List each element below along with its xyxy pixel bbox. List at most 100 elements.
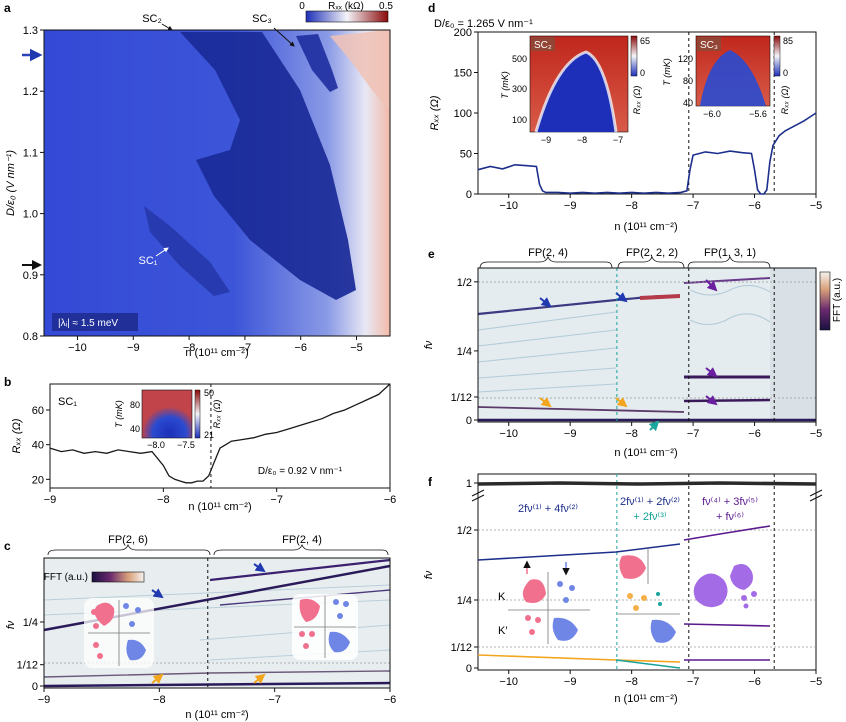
x-tick-label: −5 bbox=[810, 200, 823, 212]
panel-c-band-upper bbox=[209, 558, 391, 582]
inset-sc3-xtick-2: −5.6 bbox=[749, 109, 767, 119]
panel-b-xlabel: n (10¹¹ cm⁻²) bbox=[188, 501, 251, 513]
arrow-c-orange-2 bbox=[253, 673, 266, 684]
panel-a-frame bbox=[43, 29, 391, 337]
panel-e-x-axis: −10 −9 −8 −7 −6 −5 bbox=[499, 422, 822, 440]
x-tick-label: −9 bbox=[38, 694, 51, 706]
annotation-sc2: SC₂ bbox=[142, 13, 162, 25]
panel-e-ylabel: fν bbox=[423, 340, 435, 349]
label-f-k: K bbox=[498, 591, 506, 603]
fermi-icon-f-2 bbox=[618, 548, 680, 643]
inset-sc3-xtick-1: −6.0 bbox=[703, 109, 721, 119]
x-tick-label: −7 bbox=[239, 342, 252, 354]
arrow-e-purple-3 bbox=[705, 395, 718, 406]
panel-c-xlabel: n (10¹¹ cm⁻²) bbox=[185, 709, 248, 721]
arrow-e-orange-2 bbox=[615, 397, 628, 408]
inset-b-ytick-40: 40 bbox=[130, 424, 140, 434]
panel-f-xlabel: n (10¹¹ cm⁻²) bbox=[614, 693, 677, 705]
fermi-icon-c-right bbox=[292, 594, 358, 660]
inset-sc3-cbar-min: 0 bbox=[783, 68, 788, 78]
panel-d-condition: D/ε₀ = 1.265 V nm⁻¹ bbox=[434, 18, 533, 30]
panel-b-x-axis: −9 −8 −7 −6 bbox=[44, 488, 396, 506]
region-e-3: FP(1, 3, 1) bbox=[704, 247, 756, 259]
y-tick-label: 1.3 bbox=[23, 25, 38, 37]
y-tick-label: 1/12 bbox=[451, 642, 472, 654]
label-f-kp: K′ bbox=[498, 625, 507, 637]
y-tick-label: 60 bbox=[32, 405, 44, 417]
x-tick-label: −10 bbox=[499, 428, 518, 440]
trace-f-purple-mid bbox=[683, 623, 771, 627]
inset-sc2-ylabel: T (mK) bbox=[500, 71, 510, 99]
panel-f-frame bbox=[477, 473, 817, 671]
x-tick-label: −7 bbox=[687, 200, 700, 212]
region-e-2: FP(2, 2, 2) bbox=[626, 247, 678, 259]
panel-e-band-4 bbox=[683, 398, 771, 403]
panel-d-x-axis: −10 −9 −8 −7 −6 −5 bbox=[499, 194, 822, 212]
panel-e-colorbar bbox=[819, 271, 831, 331]
y-tick-label: 1/12 bbox=[17, 660, 38, 672]
panel-c: c FP(2, 6) FP(2, 4) FFT (a.u.) bbox=[4, 534, 396, 721]
inset-sc3-colorbar bbox=[773, 35, 781, 77]
panel-b-inset-map bbox=[141, 389, 193, 439]
x-tick-label: −8 bbox=[625, 676, 638, 688]
y-tick-label: 1/2 bbox=[457, 525, 472, 537]
y-tick-label: 150 bbox=[454, 68, 472, 80]
inset-sc3-ytick-40: 40 bbox=[683, 98, 693, 108]
colorbar-a-min: 0 bbox=[299, 1, 305, 12]
lambda-box bbox=[52, 313, 138, 331]
panel-c-label: c bbox=[4, 539, 11, 553]
panel-c-band-low bbox=[43, 670, 391, 678]
x-tick-label: −6 bbox=[748, 428, 761, 440]
region-sc3 bbox=[296, 34, 338, 92]
panel-e-hot-segment bbox=[639, 294, 681, 300]
panel-a-label: a bbox=[4, 1, 11, 15]
panel-f-label: f bbox=[428, 475, 433, 489]
x-tick-label: −8 bbox=[153, 694, 166, 706]
inset-sc2-tagbox bbox=[531, 37, 555, 51]
y-tick-label: 0 bbox=[466, 415, 472, 427]
y-tick-label: 0 bbox=[466, 663, 472, 675]
inset-sc2-cbar-label: Rₓₓ (Ω) bbox=[632, 86, 642, 115]
fermi-icon-f-3 bbox=[693, 564, 757, 609]
label-f-r3b: + fν⁽⁶⁾ bbox=[716, 511, 744, 523]
x-tick-label: −6 bbox=[748, 676, 761, 688]
sc2-pointer bbox=[161, 23, 173, 31]
x-tick-label: −7 bbox=[687, 676, 700, 688]
x-tick-label: −5 bbox=[810, 676, 823, 688]
panel-c-frame bbox=[43, 557, 391, 689]
panel-f: f 2fν⁽¹⁾ + 4fν⁽²⁾ 2fν⁽¹⁾ + 2fν⁽²⁾ + 2fν⁽… bbox=[423, 473, 823, 705]
inset-sc2-colorbar bbox=[630, 35, 638, 77]
panel-f-ylabel: fν bbox=[423, 570, 435, 579]
x-tick-label: −6 bbox=[384, 694, 397, 706]
y-tick-label: 1 bbox=[466, 478, 472, 490]
panel-d-label: d bbox=[428, 1, 435, 15]
arrow-e-purple-1 bbox=[705, 279, 718, 292]
y-tick-label: 200 bbox=[454, 27, 472, 39]
panel-e-label: e bbox=[428, 247, 435, 261]
brace-e-1 bbox=[479, 255, 613, 269]
arrow-e-teal bbox=[648, 420, 660, 432]
region-e-1: FP(2, 4) bbox=[528, 247, 568, 259]
y-tick-label: 1/4 bbox=[23, 617, 38, 629]
arrow-e-orange-1 bbox=[539, 397, 552, 408]
panel-b-y-axis: 20 40 60 bbox=[32, 405, 50, 486]
inset-b-cbar-min: 21 bbox=[204, 430, 214, 440]
x-tick-label: −6 bbox=[748, 200, 761, 212]
arrow-e-blue-2 bbox=[615, 292, 628, 303]
panel-e-texture bbox=[477, 284, 771, 393]
trace-f-total bbox=[477, 481, 817, 486]
panel-a: a 0.8 0.9 1.0 1.1 1.2 1.3 −10 −9 −8 −7 −6 −5 D/ε₀ … bbox=[4, 1, 393, 359]
fermi-icon-f-1: K K′ bbox=[498, 560, 590, 644]
panel-f-axis-break bbox=[471, 489, 823, 502]
y-tick-label: 50 bbox=[460, 149, 472, 161]
inset-sc2-ytick-100: 100 bbox=[512, 115, 527, 125]
y-tick-label: 1/12 bbox=[451, 392, 472, 404]
x-tick-label: −5 bbox=[810, 428, 823, 440]
annotation-sc1: SC₁ bbox=[139, 255, 158, 267]
panel-b-condition: D/ε₀ = 0.92 V nm⁻¹ bbox=[258, 466, 343, 477]
trace-f-blue bbox=[477, 543, 681, 561]
arrow-e-purple-2 bbox=[705, 367, 718, 378]
arrow-c-orange-1 bbox=[151, 673, 164, 684]
